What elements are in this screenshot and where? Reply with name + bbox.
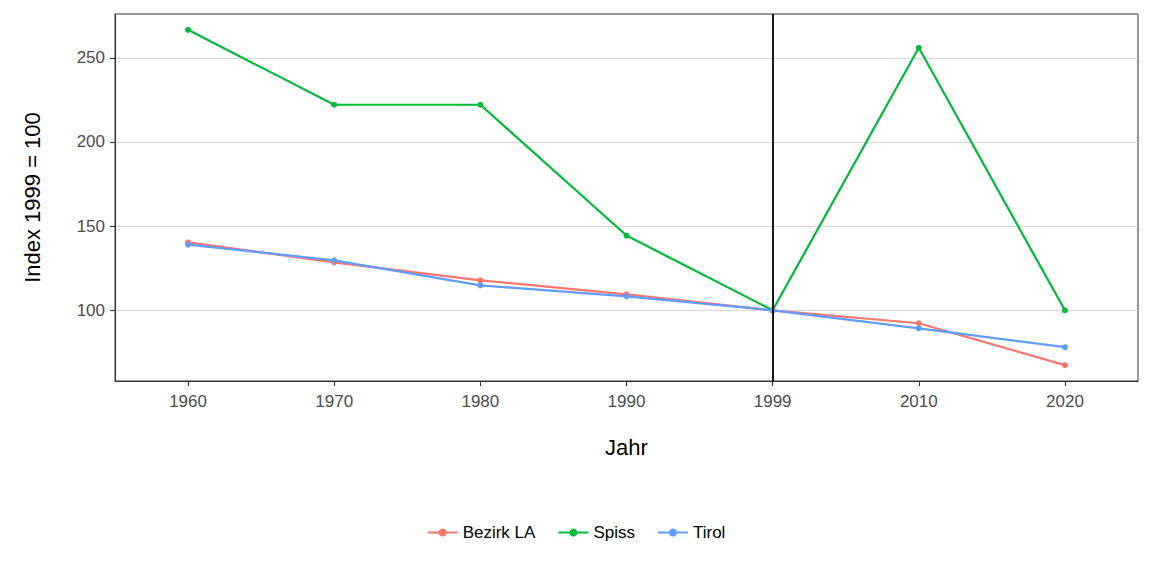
- svg-text:200: 200: [77, 132, 105, 151]
- svg-text:Jahr: Jahr: [605, 435, 648, 460]
- svg-text:1960: 1960: [169, 392, 207, 411]
- svg-text:100: 100: [77, 301, 105, 320]
- svg-text:150: 150: [77, 217, 105, 236]
- svg-text:Index 1999 = 100: Index 1999 = 100: [20, 112, 45, 283]
- svg-text:1970: 1970: [315, 392, 353, 411]
- svg-text:Tirol: Tirol: [693, 523, 725, 542]
- svg-text:2010: 2010: [900, 392, 938, 411]
- svg-text:250: 250: [77, 48, 105, 67]
- svg-text:Spiss: Spiss: [593, 523, 635, 542]
- svg-text:1999: 1999: [754, 392, 792, 411]
- svg-text:1990: 1990: [608, 392, 646, 411]
- svg-text:Bezirk LA: Bezirk LA: [463, 523, 536, 542]
- svg-text:2020: 2020: [1046, 392, 1084, 411]
- svg-text:1980: 1980: [461, 392, 499, 411]
